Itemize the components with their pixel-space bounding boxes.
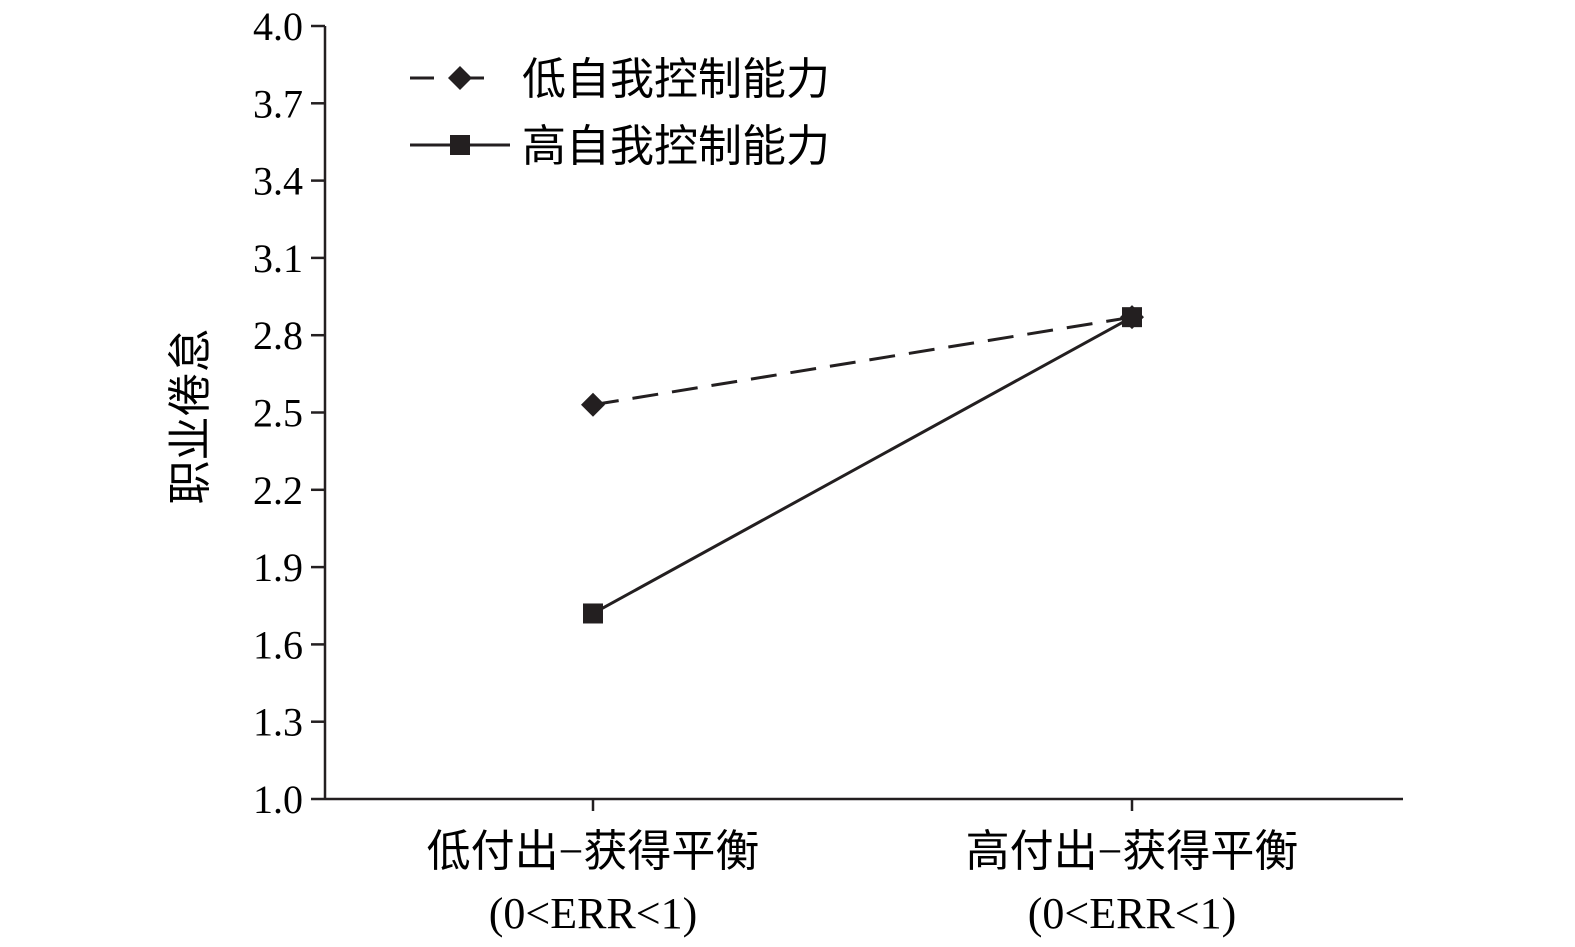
legend-marker — [448, 66, 472, 90]
y-axis-ticks: 1.0 1.3 1.6 1.9 2.2 2.5 2.8 3.1 3.4 3.7 4.0 — [253, 4, 325, 822]
legend-item: 高自我控制能力 — [410, 122, 830, 171]
y-tick-label: 1.3 — [253, 700, 303, 745]
series-line — [592, 315, 1133, 407]
y-tick-label: 2.2 — [253, 468, 303, 513]
series-line — [592, 315, 1133, 615]
legend-item: 低自我控制能力 — [410, 55, 830, 104]
y-tick-label: 2.5 — [253, 391, 303, 436]
y-axis-title: 职业倦怠 — [166, 329, 215, 505]
series-low-self-control — [581, 305, 1144, 417]
legend-label: 低自我控制能力 — [522, 55, 830, 104]
data-point — [1122, 307, 1142, 328]
series-group — [581, 305, 1144, 624]
y-tick-label: 4.0 — [253, 4, 303, 49]
y-tick-label: 1.0 — [253, 777, 303, 822]
y-tick-label: 3.7 — [253, 81, 303, 126]
series-high-self-control — [583, 307, 1142, 624]
x-category-label: 高付出−获得平衡 — [966, 827, 1299, 876]
x-category-label: 低付出−获得平衡 — [427, 827, 760, 876]
legend-marker — [450, 135, 470, 155]
y-tick-label: 1.6 — [253, 622, 303, 667]
y-tick-label: 3.4 — [253, 159, 303, 204]
y-tick-label: 3.1 — [253, 236, 303, 281]
x-category-label: (0<ERR<1) — [489, 889, 698, 938]
data-point — [581, 392, 605, 417]
x-category-label: (0<ERR<1) — [1028, 889, 1237, 938]
y-tick-label: 1.9 — [253, 545, 303, 590]
axes — [323, 26, 1403, 801]
data-point — [583, 603, 603, 624]
legend-label: 高自我控制能力 — [522, 122, 830, 171]
x-axis-categories: 低付出−获得平衡 (0<ERR<1) 高付出−获得平衡 (0<ERR<1) — [427, 799, 1299, 938]
y-tick-label: 2.8 — [253, 313, 303, 358]
